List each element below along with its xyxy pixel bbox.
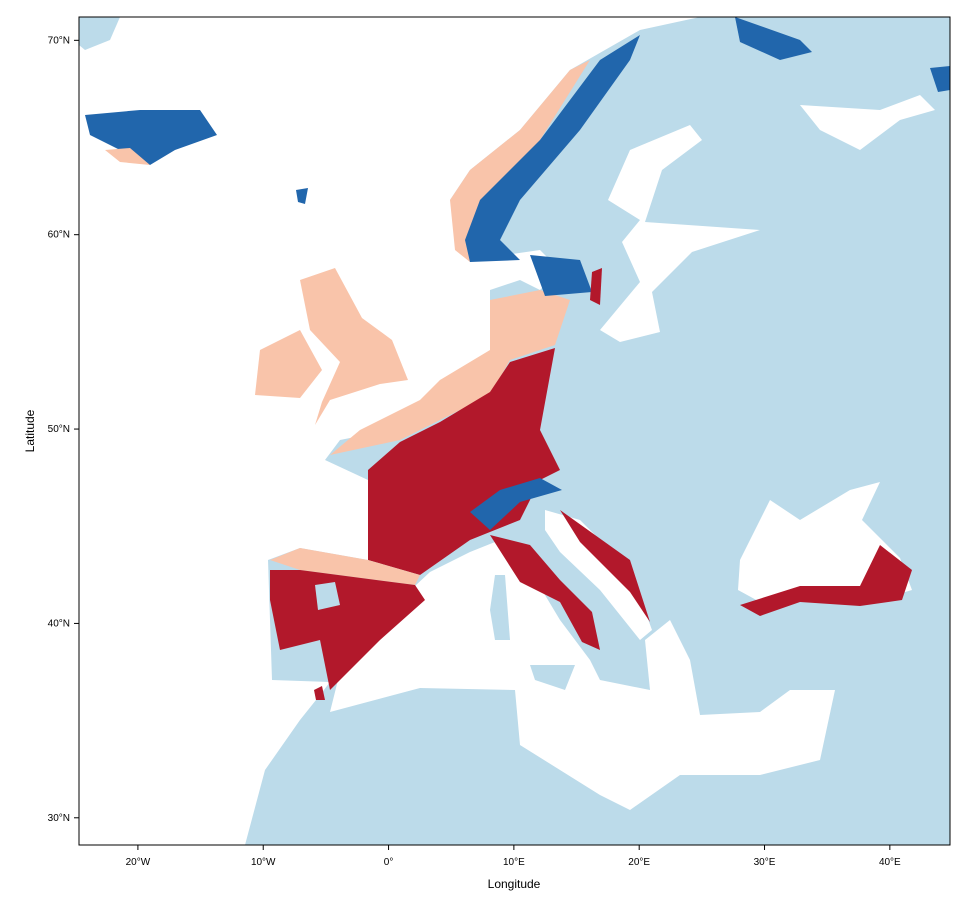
region-anatolia-coast [740, 545, 912, 616]
region-kola [930, 66, 950, 92]
map-area [79, 17, 950, 845]
mediterranean [330, 540, 835, 810]
region-south-sweden [530, 255, 592, 296]
region-north-france [330, 290, 570, 455]
y-tick-label: 70°N [48, 35, 70, 46]
sardinia-corsica [490, 575, 510, 640]
y-tick-label: 60°N [48, 230, 70, 241]
y-tick-label: 40°N [48, 618, 70, 629]
baltic-sea [600, 125, 760, 342]
region-gotland-coast [590, 268, 602, 305]
sicily [530, 665, 575, 690]
x-tick-label: 30°E [754, 857, 776, 868]
plot-frame [78, 16, 951, 846]
region-iceland [85, 110, 217, 165]
x-tick-label: 0° [384, 857, 394, 868]
x-axis-label: Longitude [488, 877, 541, 891]
region-lapland [735, 17, 812, 60]
region-britain [300, 268, 408, 425]
region-italy [490, 535, 600, 650]
region-iberia-north [270, 548, 420, 585]
x-tick-label: 10°W [251, 857, 276, 868]
x-tick-label: 10°E [503, 857, 525, 868]
x-tick-label: 40°E [879, 857, 901, 868]
region-faroe [296, 188, 308, 204]
region-alps [470, 478, 562, 530]
adriatic [545, 510, 652, 640]
region-atlas [314, 686, 325, 700]
greenland-tip [79, 17, 120, 50]
x-tick-label: 20°W [126, 857, 151, 868]
region-central [368, 348, 560, 575]
white-sea [800, 95, 935, 150]
region-balkans [560, 510, 650, 622]
y-tick-label: 50°N [48, 424, 70, 435]
region-ireland [255, 330, 322, 398]
x-tick-label: 20°E [628, 857, 650, 868]
region-iceland-south [105, 148, 150, 165]
meseta-gap [315, 582, 340, 610]
region-iberia [270, 570, 425, 690]
y-axis-label: Latitude [23, 409, 37, 452]
region-scandes [465, 35, 640, 262]
y-tick-label: 30°N [48, 813, 70, 824]
